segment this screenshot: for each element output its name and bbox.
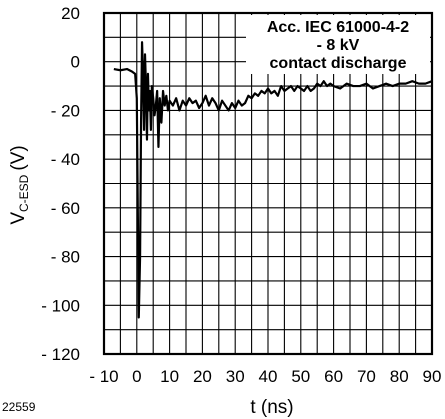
y-tick-label: - 80 — [51, 248, 80, 267]
y-tick-label: - 40 — [51, 150, 80, 169]
x-tick-label: 60 — [324, 367, 343, 386]
x-tick-label: 80 — [390, 367, 409, 386]
x-axis-label: t (ns) — [250, 397, 293, 418]
y-axis-label-main: V — [8, 212, 29, 225]
y-tick-label: - 20 — [51, 101, 80, 120]
x-tick-label: 70 — [357, 367, 376, 386]
x-tick-labels: - 10 0 10 20 30 40 50 60 70 80 90 — [89, 367, 441, 386]
x-tick-label: - 10 — [89, 367, 118, 386]
x-tick-label: 0 — [132, 367, 141, 386]
annotation-line: contact discharge — [270, 55, 407, 72]
y-tick-label: 20 — [61, 4, 80, 23]
x-tick-label: 20 — [193, 367, 212, 386]
annotation-line: Acc. IEC 61000-4-2 — [267, 19, 409, 36]
y-tick-labels: 20 0 - 20 - 40 - 60 - 80 - 100 - 120 — [41, 4, 80, 364]
y-tick-label: - 60 — [51, 199, 80, 218]
x-tick-label: 90 — [423, 367, 442, 386]
x-tick-label: 10 — [160, 367, 179, 386]
annotation-line: - 8 kV — [317, 37, 360, 54]
figure-id: 22559 — [2, 400, 36, 414]
y-tick-label: - 100 — [41, 296, 80, 315]
y-axis-label-unit: (V) — [8, 145, 29, 170]
x-tick-label: 40 — [259, 367, 278, 386]
x-tick-label: 50 — [291, 367, 310, 386]
y-tick-label: - 120 — [41, 345, 80, 364]
annotation-box — [246, 15, 430, 74]
y-axis-label: VC-ESD (V) — [8, 145, 31, 224]
voltage-trace — [113, 41, 433, 319]
y-axis-label-subscript: C-ESD — [17, 174, 31, 212]
y-tick-label: 0 — [71, 53, 80, 72]
x-tick-label: 30 — [226, 367, 245, 386]
plot-frame — [102, 11, 434, 356]
